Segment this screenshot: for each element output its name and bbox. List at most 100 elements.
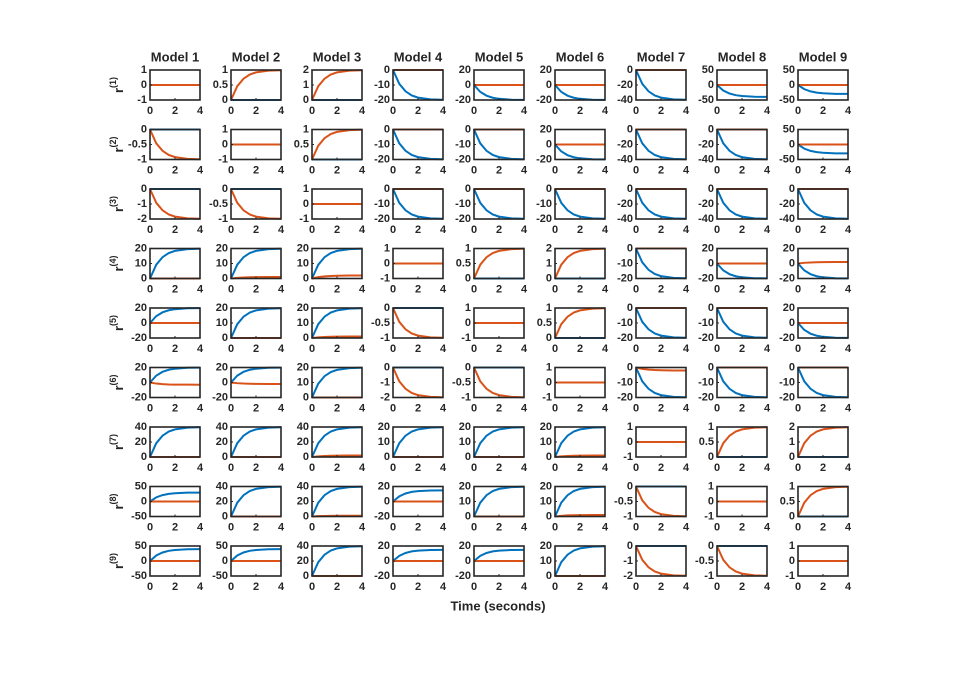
y-tick-label: 0 (384, 64, 390, 76)
x-tick-label: 2 (172, 402, 178, 414)
y-tick-label: 40 (297, 480, 309, 492)
y-tick-label: 10 (459, 495, 471, 507)
x-tick-label: 4 (683, 581, 690, 593)
axes-frame (554, 69, 606, 101)
y-tick-label: 0 (546, 451, 552, 463)
series-line (716, 188, 768, 220)
series-line (392, 548, 444, 562)
series-line (635, 69, 687, 101)
x-tick-label: 4 (521, 402, 528, 414)
axes-frame (230, 366, 282, 399)
series-line (635, 545, 687, 577)
y-tick-label: -20 (617, 79, 633, 91)
x-tick-label: 0 (228, 402, 234, 414)
y-tick-label: -20 (212, 391, 228, 403)
x-tick-label: 2 (496, 164, 502, 176)
x-tick-label: 4 (440, 164, 447, 176)
y-tick-label: 0 (627, 123, 633, 135)
y-tick-label: -1 (380, 332, 390, 344)
y-tick-label: 0 (789, 79, 795, 91)
x-tick-label: 4 (359, 462, 366, 474)
x-tick-label: 4 (683, 521, 690, 533)
x-tick-label: 2 (577, 581, 583, 593)
y-tick-label: -20 (455, 153, 471, 165)
y-tick-label: 20 (135, 302, 147, 314)
row-label-base: r (111, 504, 126, 509)
x-tick-label: 4 (845, 402, 852, 414)
series-line (149, 381, 201, 386)
y-tick-label: -1 (623, 555, 633, 567)
y-tick-label: 0 (789, 183, 795, 195)
y-tick-label: 0 (708, 451, 714, 463)
x-tick-label: 2 (820, 402, 826, 414)
x-tick-label: 4 (764, 402, 771, 414)
x-tick-label: 2 (577, 402, 583, 414)
y-tick-label: 0 (546, 79, 552, 91)
series-line (311, 274, 363, 280)
x-tick-label: 0 (471, 105, 477, 117)
x-tick-label: 0 (471, 343, 477, 355)
x-tick-label: 0 (471, 521, 477, 533)
y-tick-label: 0 (303, 94, 309, 106)
x-tick-label: 4 (278, 224, 285, 236)
y-tick-label: -0.5 (452, 376, 471, 388)
y-tick-label: 20 (783, 242, 795, 254)
x-tick-label: 0 (552, 581, 558, 593)
axes-frame (392, 128, 444, 161)
x-tick-label: 0 (147, 581, 153, 593)
y-tick-label: 1 (303, 123, 309, 135)
x-tick-label: 2 (658, 343, 664, 355)
x-tick-label: 2 (577, 343, 583, 355)
y-tick-label: 40 (216, 480, 228, 492)
y-tick-label: 0.5 (780, 495, 795, 507)
y-tick-label: 1 (789, 480, 795, 492)
axes-frame (635, 426, 687, 458)
x-tick-label: 0 (633, 521, 639, 533)
y-tick-label: -20 (698, 138, 714, 150)
axes-frame (473, 426, 525, 458)
series-line (392, 426, 444, 458)
y-tick-label: 0 (465, 272, 471, 284)
axes-frame (797, 426, 849, 458)
y-tick-label: 20 (459, 64, 471, 76)
y-tick-label: 0 (627, 242, 633, 254)
y-tick-label: 0 (789, 510, 795, 522)
y-tick-label: 0 (303, 451, 309, 463)
x-tick-label: 4 (764, 224, 771, 236)
x-tick-label: 0 (228, 105, 234, 117)
y-tick-label: 0 (789, 317, 795, 329)
y-tick-label: 20 (216, 242, 228, 254)
series-line (473, 426, 525, 458)
y-tick-label: 0 (708, 257, 714, 269)
x-tick-label: 0 (390, 283, 396, 295)
x-tick-label: 2 (658, 521, 664, 533)
y-tick-label: -40 (698, 213, 714, 225)
y-tick-label: -10 (779, 376, 795, 388)
x-tick-label: 4 (359, 164, 366, 176)
x-tick-label: 0 (390, 343, 396, 355)
series-line (635, 248, 687, 280)
y-tick-label: 40 (135, 421, 147, 433)
x-tick-label: 2 (658, 105, 664, 117)
y-tick-label: 0 (222, 272, 228, 284)
y-tick-label: 0 (708, 302, 714, 314)
y-tick-label: 0 (465, 451, 471, 463)
x-tick-label: 0 (795, 164, 801, 176)
x-tick-label: 2 (496, 224, 502, 236)
series-line (230, 307, 282, 339)
x-tick-label: 0 (633, 164, 639, 176)
x-tick-label: 4 (440, 224, 447, 236)
x-tick-label: 2 (577, 521, 583, 533)
y-tick-label: 20 (459, 421, 471, 433)
x-tick-label: 4 (764, 343, 771, 355)
y-tick-label: 0 (789, 451, 795, 463)
x-tick-label: 2 (658, 581, 664, 593)
x-tick-label: 0 (390, 164, 396, 176)
y-tick-label: 10 (540, 555, 552, 567)
y-tick-label: -20 (617, 332, 633, 344)
x-tick-label: 2 (415, 462, 421, 474)
y-tick-label: -50 (131, 570, 147, 582)
y-tick-label: 10 (216, 317, 228, 329)
row-label-superscript: (2) (108, 136, 118, 147)
series-line (311, 426, 363, 458)
